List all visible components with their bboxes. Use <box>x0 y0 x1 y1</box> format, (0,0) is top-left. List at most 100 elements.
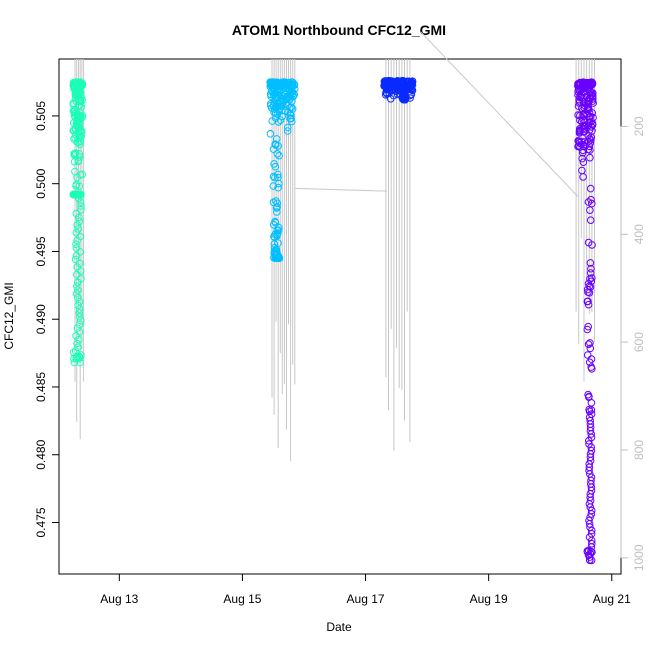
data-point <box>72 228 81 237</box>
data-point <box>584 297 592 306</box>
data-point <box>75 150 84 158</box>
data-point <box>383 77 392 86</box>
data-point <box>588 274 596 282</box>
data-point <box>273 232 281 240</box>
data-point <box>380 77 389 86</box>
data-point <box>584 198 593 206</box>
data-point <box>76 259 84 268</box>
data-point <box>574 82 583 90</box>
data-point <box>76 137 84 145</box>
data-point <box>72 240 80 248</box>
y2-tick-label: 600 <box>632 332 646 352</box>
pressure-connector-line <box>420 31 579 197</box>
data-point <box>575 126 584 135</box>
data-point <box>585 466 593 475</box>
data-point <box>73 270 81 279</box>
data-point <box>587 195 595 204</box>
data-point <box>276 116 285 124</box>
data-point <box>286 82 294 90</box>
data-point <box>71 124 80 133</box>
data-point <box>269 145 278 153</box>
data-point <box>586 206 594 214</box>
data-point <box>75 213 83 222</box>
data-point <box>586 216 595 224</box>
data-point <box>76 190 84 199</box>
y2-tick-label: 1000 <box>632 544 646 571</box>
data-point <box>69 81 78 90</box>
data-point <box>270 232 278 241</box>
data-point <box>73 352 81 361</box>
data-point <box>73 81 81 90</box>
data-point <box>586 339 594 347</box>
data-point <box>584 551 593 560</box>
data-point <box>72 180 81 189</box>
data-point <box>583 351 592 359</box>
data-point <box>76 198 85 206</box>
chart-title: ATOM1 Northbound CFC12_GMI <box>232 22 446 38</box>
data-point <box>273 249 281 257</box>
data-point <box>273 78 281 87</box>
data-point <box>73 282 81 291</box>
y-tick-label: 0.500 <box>34 168 48 198</box>
data-point <box>587 510 596 518</box>
data-point <box>273 103 281 111</box>
y-tick-label: 0.480 <box>34 439 48 469</box>
data-point <box>587 547 595 556</box>
y-tick-label: 0.485 <box>34 372 48 402</box>
data-point <box>73 111 82 120</box>
data-point <box>588 121 597 129</box>
data-point <box>587 133 596 142</box>
data-point <box>271 80 279 88</box>
data-point <box>587 264 595 273</box>
data-point <box>74 225 82 233</box>
data-point <box>576 78 584 87</box>
pressure-connector-line <box>294 187 388 192</box>
data-point <box>283 123 292 132</box>
data-point <box>77 316 85 325</box>
x-tick-label: Aug 13 <box>100 592 138 606</box>
data-point <box>587 406 596 414</box>
data-point <box>76 96 85 105</box>
data-point <box>389 91 398 100</box>
data-point <box>71 167 79 176</box>
data-point <box>574 142 582 151</box>
data-point <box>69 99 78 108</box>
data-point <box>586 269 595 277</box>
data-point <box>73 278 82 287</box>
y-axis-label: CFC12_GMI <box>2 282 16 349</box>
data-point <box>588 540 596 548</box>
y-axis: 0.475 0.480 0.485 0.490 0.495 0.500 0.505 <box>34 101 60 538</box>
data-point <box>583 547 592 555</box>
y-tick-label: 0.505 <box>34 101 48 131</box>
data-point <box>266 130 275 138</box>
data-point <box>581 79 590 88</box>
data-point <box>73 221 81 229</box>
data-point <box>585 392 593 401</box>
data-point <box>581 109 589 117</box>
data-point <box>271 173 279 182</box>
data-point <box>584 300 593 309</box>
data-point <box>270 105 279 113</box>
data-point <box>273 208 281 216</box>
x-tick-label: Aug 19 <box>470 592 508 606</box>
data-point <box>271 162 280 171</box>
data-point <box>283 127 292 135</box>
data-point <box>587 430 596 438</box>
data-point <box>585 520 594 528</box>
data-point <box>584 279 593 288</box>
data-point <box>69 126 78 135</box>
y2-tick-label: 800 <box>632 440 646 460</box>
data-point <box>586 259 595 267</box>
data-point <box>71 91 80 99</box>
data-point <box>269 172 278 181</box>
profile-series <box>266 78 299 263</box>
data-point <box>73 339 81 348</box>
data-point <box>585 436 593 445</box>
x-axis-label: Date <box>326 620 352 634</box>
data-point <box>77 202 85 210</box>
data-point <box>391 78 400 87</box>
data-point <box>75 309 84 317</box>
data-point <box>76 132 85 140</box>
data-point <box>578 154 587 163</box>
